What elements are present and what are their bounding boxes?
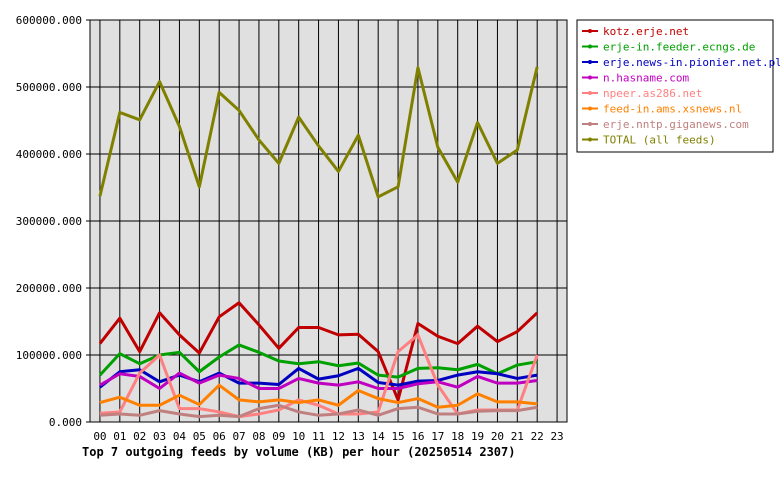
series-lines [98,66,539,419]
x-tick-label: 13 [352,430,365,443]
x-axis-ticks: 00 01 02 03 04 05 06 07 08 09 10 11 12 13 14 15 16 17 18 19… [93,430,563,443]
legend-marker [588,29,592,33]
legend-label: TOTAL (all feeds) [603,134,716,147]
x-tick-label: 16 [411,430,424,443]
chart-title: Top 7 outgoing feeds by volume (KB) per … [82,445,515,459]
x-tick-label: 14 [372,430,386,443]
x-tick-label: 18 [451,430,464,443]
x-tick-label: 22 [531,430,544,443]
legend-marker [588,44,592,49]
y-tick-label: 300000.000 [16,215,82,228]
x-tick-label: 12 [332,430,345,443]
legend-box [576,19,774,153]
x-tick-label: 23 [550,430,563,443]
x-tick-label: 19 [471,430,484,443]
x-tick-label: 21 [511,430,524,443]
series-line [98,66,539,199]
y-axis-ticks: 0.000 100000.000 200000.000 300000.000 40000… [16,14,90,429]
legend-label: kotz.erje.net [603,25,689,38]
series-line [99,403,538,419]
x-tick-label: 11 [312,430,325,443]
legend-marker [588,137,592,142]
x-tick-label: 01 [113,430,126,443]
series-line [99,383,538,409]
series-line [98,343,538,379]
y-tick-label: 400000.000 [16,148,82,161]
x-tick-label: 09 [272,430,285,443]
legend-label: feed-in.ams.xsnews.nl [603,103,742,116]
legend-label: erje.nntp.giganews.com [603,118,749,131]
x-tick-label: 07 [232,430,245,443]
legend-label: erje.news-in.pionier.net.pl [603,56,780,69]
x-tick-label: 10 [292,430,305,443]
x-tick-label: 02 [133,430,146,443]
legend-marker [588,91,592,95]
x-tick-label: 04 [173,430,187,443]
legend-marker [588,122,592,126]
x-tick-label: 05 [193,430,206,443]
x-tick-label: 15 [391,430,404,443]
y-tick-label: 100000.000 [16,349,82,362]
x-tick-label: 03 [153,430,166,443]
legend-label: erje-in.feeder.ecngs.de [603,41,755,54]
x-tick-label: 20 [491,430,504,443]
x-tick-label: 00 [93,430,106,443]
legend: kotz.erje.net erje-in.feeder.ecngs.de erje… [582,25,780,147]
x-tick-label: 08 [252,430,265,443]
legend-marker [588,106,592,111]
legend-marker [588,60,592,64]
series-line [99,371,538,390]
y-tick-label: 0.000 [49,416,82,429]
y-tick-label: 500000.000 [16,81,82,94]
y-tick-label: 200000.000 [16,282,82,295]
grid [90,19,567,423]
series-line [98,301,539,402]
y-tick-label: 600000.000 [16,14,82,27]
legend-label: npeer.as286.net [603,87,702,100]
legend-marker [588,75,592,80]
legend-label: n.hasname.com [603,72,689,85]
x-tick-label: 17 [431,430,444,443]
x-tick-label: 06 [213,430,226,443]
